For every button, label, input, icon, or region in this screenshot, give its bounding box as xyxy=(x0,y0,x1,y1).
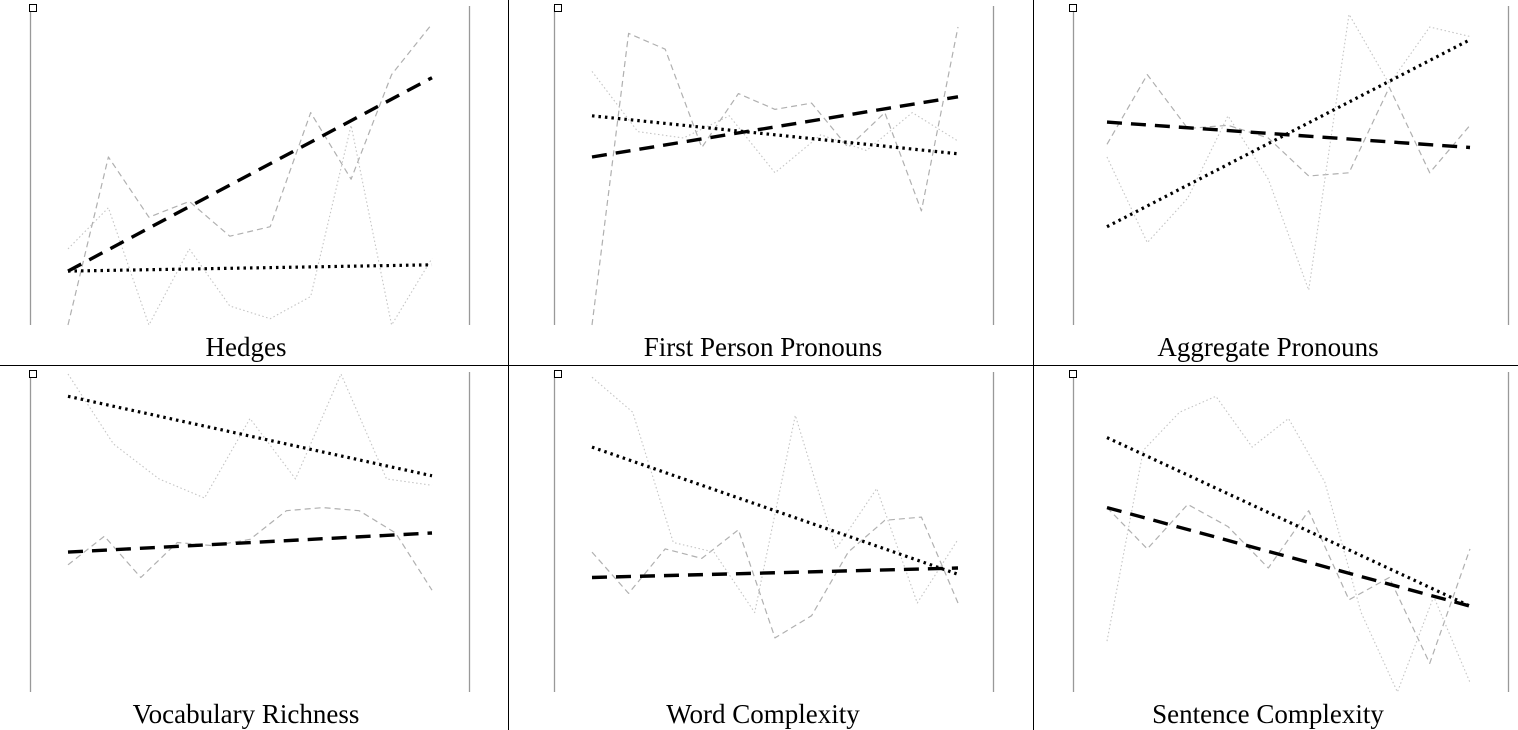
series-line-light-dotted xyxy=(591,376,959,614)
corner-marker xyxy=(29,370,37,378)
corner-marker xyxy=(29,4,37,12)
series-line-light-dashed xyxy=(67,23,433,326)
corner-marker xyxy=(1069,370,1077,378)
chart-title: Hedges xyxy=(206,332,287,362)
series-line-trend-dotted xyxy=(591,114,959,156)
series-line-trend-dotted xyxy=(1106,38,1471,229)
corner-marker xyxy=(554,370,562,378)
series-line-light-dotted xyxy=(591,71,959,174)
series-line-trend-dotted xyxy=(591,445,959,576)
chart-title: Sentence Complexity xyxy=(1152,699,1384,729)
series-line-trend-dotted xyxy=(1106,436,1471,608)
series-line-trend-dotted xyxy=(67,263,433,273)
corner-marker xyxy=(554,4,562,12)
chart-panel-hedges: Hedges xyxy=(29,4,471,362)
series-line-trend-dashed xyxy=(591,566,959,580)
corner-marker xyxy=(1069,4,1077,12)
series-line-trend-dashed xyxy=(591,95,959,159)
chart-title: Aggregate Pronouns xyxy=(1157,332,1378,362)
chart-title: First Person Pronouns xyxy=(644,332,883,362)
series-line-light-dashed xyxy=(1106,73,1471,177)
chart-panel-aggregate-pronouns: Aggregate Pronouns xyxy=(1069,4,1510,362)
series-line-trend-dashed xyxy=(67,531,433,554)
chart-panel-first-person-pronouns: First Person Pronouns xyxy=(553,4,995,362)
chart-title: Vocabulary Richness xyxy=(133,699,360,729)
series-line-light-dashed xyxy=(591,516,959,639)
series-line-trend-dashed xyxy=(67,76,433,273)
series-line-light-dotted xyxy=(67,373,433,499)
chart-panel-vocabulary-richness: Vocabulary Richness xyxy=(29,370,471,729)
chart-title: Word Complexity xyxy=(666,699,860,729)
series-line-trend-dashed xyxy=(1106,505,1471,608)
series-line-light-dotted xyxy=(1106,395,1471,693)
chart-panel-word-complexity: Word Complexity xyxy=(553,370,995,729)
series-line-light-dotted xyxy=(1106,13,1471,291)
series-line-trend-dotted xyxy=(67,394,433,478)
series-line-light-dashed xyxy=(1106,503,1471,665)
series-line-light-dashed xyxy=(591,26,959,326)
series-line-light-dashed xyxy=(67,507,433,591)
series-line-light-dotted xyxy=(67,124,433,326)
chart-panel-sentence-complexity: Sentence Complexity xyxy=(1069,370,1510,729)
